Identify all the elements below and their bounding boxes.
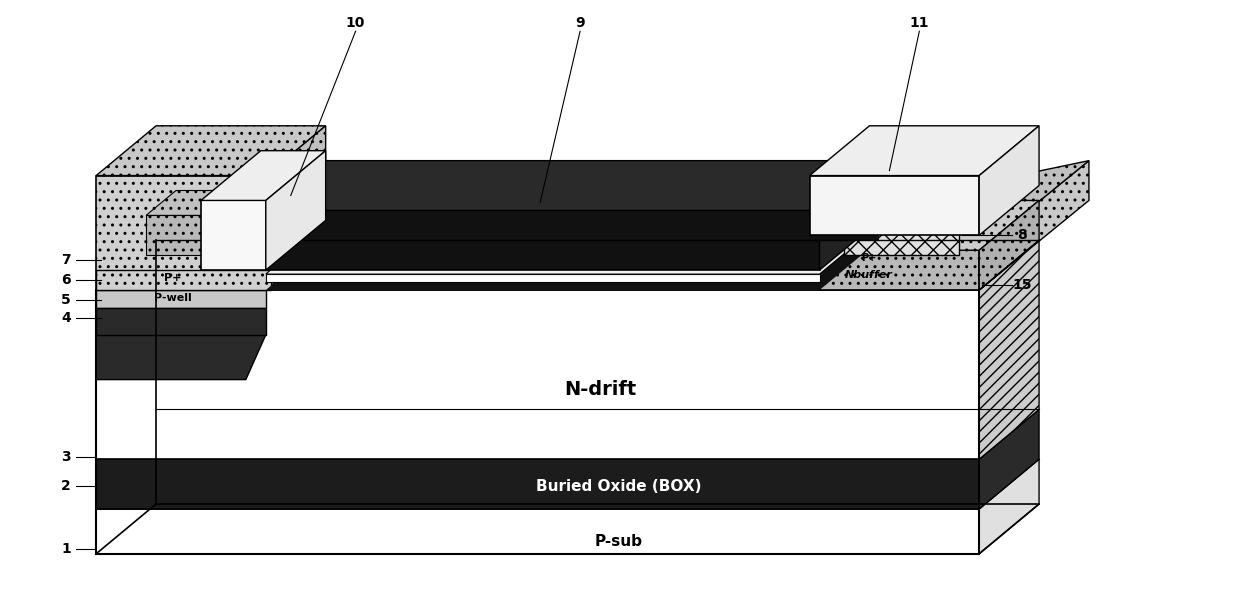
- Polygon shape: [266, 241, 880, 290]
- Polygon shape: [201, 200, 266, 270]
- Text: 11: 11: [909, 17, 929, 30]
- Polygon shape: [819, 200, 1040, 250]
- Text: P-well: P-well: [154, 293, 192, 303]
- Polygon shape: [97, 509, 979, 554]
- Polygon shape: [97, 176, 266, 290]
- Text: 6: 6: [62, 273, 71, 287]
- Text: P-sub: P-sub: [595, 534, 643, 550]
- Text: 2: 2: [62, 479, 71, 493]
- Text: 5: 5: [62, 293, 71, 307]
- Text: 10: 10: [346, 17, 366, 30]
- Text: 8: 8: [1017, 228, 1027, 242]
- Polygon shape: [266, 151, 326, 270]
- Text: Buried Oxide (BOX): Buried Oxide (BOX): [536, 479, 701, 493]
- Polygon shape: [266, 274, 819, 282]
- Polygon shape: [845, 180, 1020, 230]
- Text: 3: 3: [62, 450, 71, 465]
- Text: 4: 4: [62, 311, 71, 325]
- Polygon shape: [97, 126, 326, 176]
- Polygon shape: [979, 161, 1089, 290]
- Polygon shape: [97, 241, 1040, 290]
- Text: 7: 7: [62, 253, 71, 267]
- Polygon shape: [819, 161, 1089, 250]
- Polygon shape: [97, 290, 979, 459]
- Polygon shape: [97, 290, 266, 308]
- Polygon shape: [266, 126, 326, 290]
- Polygon shape: [266, 225, 880, 274]
- Polygon shape: [146, 215, 240, 255]
- Polygon shape: [819, 161, 880, 270]
- Polygon shape: [97, 335, 266, 379]
- Text: N-drift: N-drift: [564, 380, 636, 399]
- Polygon shape: [979, 459, 1040, 554]
- Polygon shape: [979, 410, 1040, 509]
- Polygon shape: [979, 200, 1040, 290]
- Polygon shape: [97, 308, 266, 335]
- Polygon shape: [845, 230, 959, 255]
- Polygon shape: [146, 190, 271, 215]
- Polygon shape: [809, 126, 1040, 176]
- Polygon shape: [255, 210, 819, 270]
- Polygon shape: [97, 270, 271, 290]
- Polygon shape: [979, 126, 1040, 235]
- Text: Nbuffer: Nbuffer: [845, 270, 892, 280]
- Text: 1: 1: [62, 542, 71, 556]
- Polygon shape: [201, 151, 326, 200]
- Text: P+: P+: [861, 253, 876, 263]
- Polygon shape: [97, 459, 979, 509]
- Polygon shape: [255, 161, 880, 210]
- Text: P+: P+: [165, 273, 182, 283]
- Text: 15: 15: [1012, 278, 1032, 292]
- Polygon shape: [326, 232, 880, 241]
- Polygon shape: [819, 250, 979, 290]
- Polygon shape: [809, 176, 979, 235]
- Polygon shape: [979, 241, 1040, 459]
- Text: 9: 9: [575, 17, 585, 30]
